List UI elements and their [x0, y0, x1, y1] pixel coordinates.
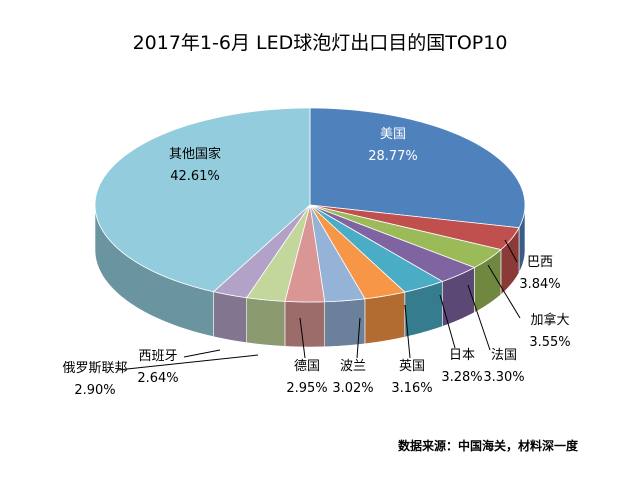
slice-4: [309, 204, 444, 293]
slice-3: [309, 204, 476, 282]
source-note: 数据来源：中国海关，材料深一度: [398, 439, 579, 453]
slice-1: [309, 204, 520, 251]
label-spain: 西班牙 2.64%: [137, 349, 179, 386]
slice-7: [284, 204, 326, 303]
chart-title: 2017年1-6月 LED球泡灯出口目的国TOP10: [132, 32, 508, 54]
slice-side: [213, 291, 247, 344]
leader-line: [487, 264, 521, 319]
leader-line: [404, 304, 411, 359]
leader-line: [299, 317, 306, 359]
leader-line: [439, 294, 456, 349]
leader-line: [504, 239, 518, 263]
label-russia: 俄罗斯联邦 2.90%: [62, 361, 128, 398]
leader-line: [183, 349, 221, 358]
slice-2: [309, 204, 502, 268]
label-brazil: 巴西 3.84%: [519, 255, 561, 292]
label-germany: 德国 2.95%: [286, 359, 328, 396]
slice-10: [94, 107, 311, 293]
label-poland: 波兰 3.02%: [332, 359, 374, 396]
label-canada: 加拿大 3.55%: [529, 313, 571, 350]
slice-side: [284, 301, 326, 348]
slice-side: [364, 291, 406, 345]
label-usa: 美国 28.77%: [368, 127, 418, 164]
label-france: 法国 3.30%: [483, 348, 525, 385]
label-others: 其他国家 42.61%: [168, 147, 221, 184]
slice-5: [309, 204, 406, 300]
slice-6: [309, 204, 366, 303]
slice-8: [245, 204, 311, 302]
slice-9: [212, 204, 311, 299]
leader-line: [117, 354, 259, 371]
slice-0: [309, 107, 526, 229]
label-japan: 日本 3.28%: [441, 348, 483, 385]
label-uk: 英国 3.16%: [391, 359, 433, 396]
slice-side: [246, 297, 286, 347]
leader-line: [467, 284, 491, 351]
leader-line: [356, 317, 361, 359]
